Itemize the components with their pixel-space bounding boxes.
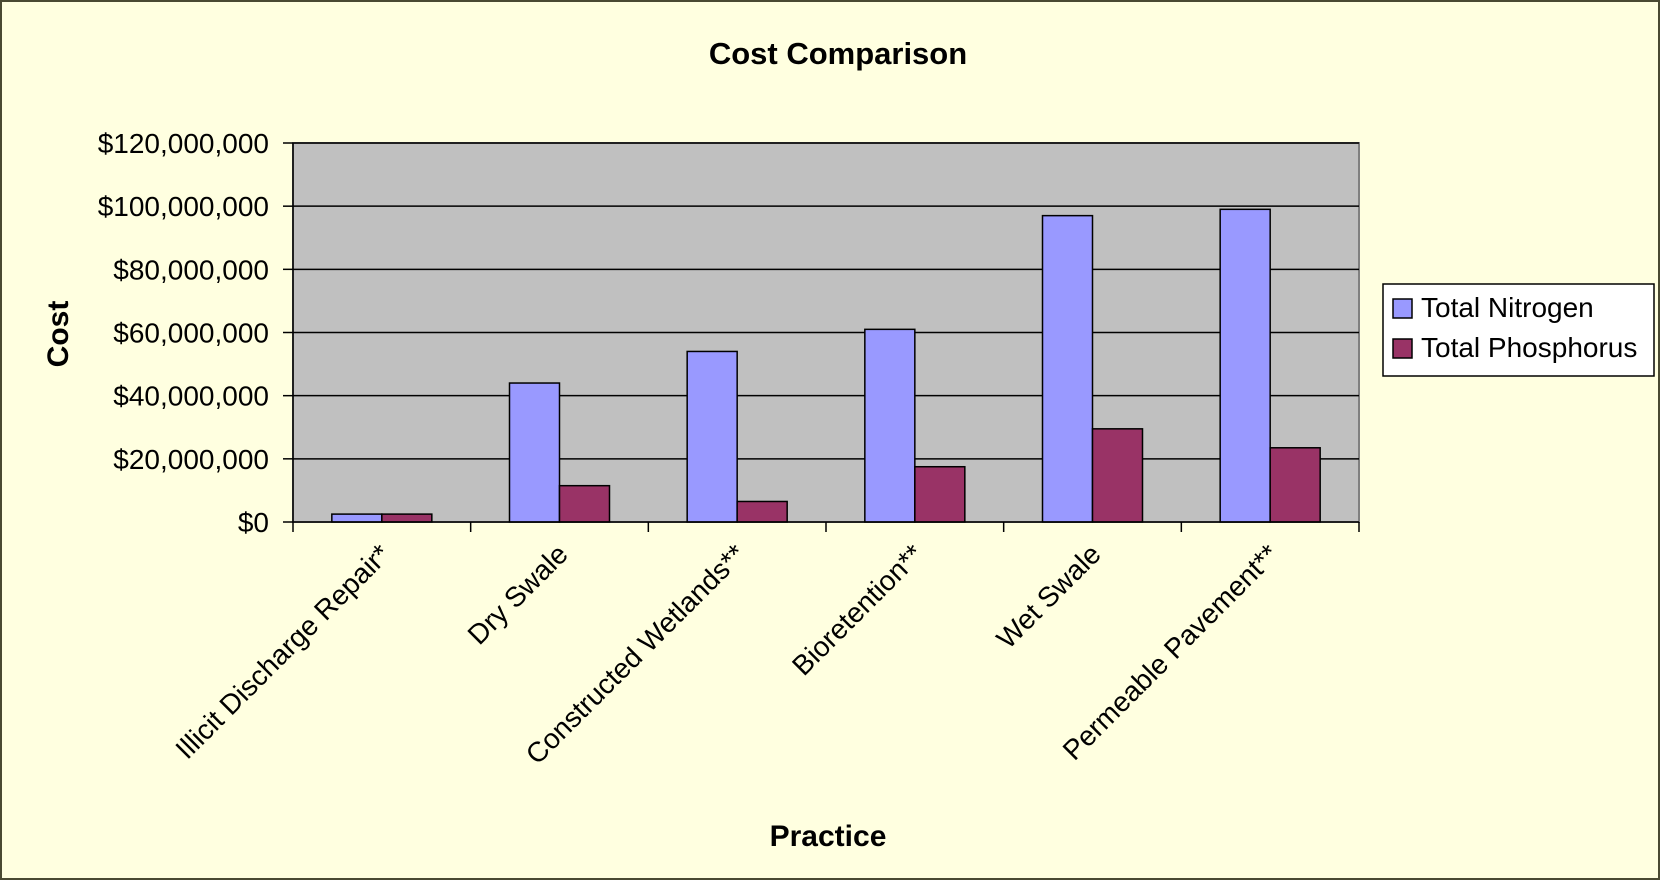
bar-total-nitrogen [1043,216,1093,522]
bar-total-nitrogen [332,514,382,522]
x-tick-labels: Illicit Discharge Repair* Dry SwaleConstr… [169,538,1284,770]
bar-total-nitrogen [687,351,737,522]
chart-title: Cost Comparison [709,36,967,71]
bar-total-nitrogen [865,329,915,522]
y-tick-label: $120,000,000 [98,128,269,159]
y-tick-label: $80,000,000 [113,254,269,285]
x-tick-label: Bioretention** [786,538,929,681]
x-tick-label: Dry Swale [462,538,574,650]
bar-total-phosphorus [560,486,610,522]
y-tick-labels: $0 $20,000,000 $40,000,000 $60,000,000 $80,0… [98,128,269,538]
y-tick-label: $20,000,000 [113,444,269,475]
legend-swatch [1393,339,1412,358]
bar-total-nitrogen [1220,209,1270,522]
legend-swatch [1393,299,1412,318]
y-tick-label: $100,000,000 [98,191,269,222]
x-tick-label: Illicit Discharge Repair* [169,538,396,765]
y-tick-label: $40,000,000 [113,381,269,412]
bar-total-phosphorus [1270,448,1320,522]
bar-total-phosphorus [915,467,965,522]
y-tick-label: $60,000,000 [113,318,269,349]
bar-total-phosphorus [1093,429,1143,522]
bar-total-phosphorus [382,514,432,522]
y-tick-label: $0 [238,507,269,538]
y-axis-title: Cost [42,301,75,368]
x-axis-title: Practice [770,820,887,853]
bar-total-phosphorus [737,501,787,522]
legend-label: Total Phosphorus [1421,332,1637,363]
x-tick-label: Wet Swale [991,538,1107,654]
legend: Total Nitrogen Total Phosphorus [1383,284,1654,376]
legend-label: Total Nitrogen [1421,292,1594,323]
bar-total-nitrogen [510,383,560,522]
